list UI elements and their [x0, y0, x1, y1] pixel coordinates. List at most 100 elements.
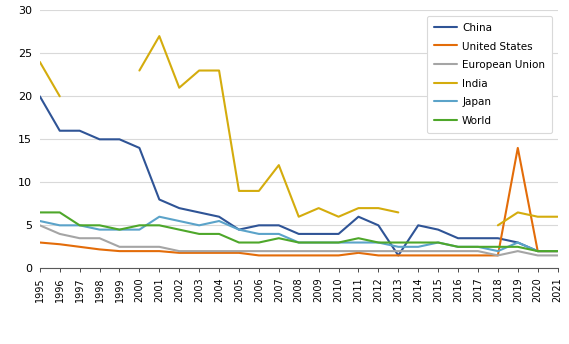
India — [375, 206, 382, 210]
Japan — [255, 232, 262, 236]
United States — [415, 253, 422, 257]
India — [315, 206, 322, 210]
China — [96, 137, 103, 141]
Line: European Union: European Union — [40, 225, 558, 255]
European Union — [355, 249, 362, 253]
European Union — [455, 249, 461, 253]
European Union — [335, 249, 342, 253]
Japan — [494, 249, 501, 253]
Japan — [375, 240, 382, 245]
China — [335, 232, 342, 236]
World — [216, 232, 222, 236]
India — [275, 163, 282, 167]
Japan — [116, 228, 123, 232]
European Union — [156, 245, 163, 249]
Japan — [216, 219, 222, 223]
Japan — [475, 245, 481, 249]
Japan — [335, 240, 342, 245]
United States — [236, 251, 242, 255]
United States — [494, 253, 501, 257]
European Union — [415, 249, 422, 253]
United States — [554, 249, 561, 253]
China — [455, 236, 461, 240]
Japan — [355, 240, 362, 245]
China — [435, 228, 442, 232]
China — [415, 223, 422, 227]
Japan — [395, 245, 402, 249]
India — [554, 215, 561, 219]
China — [494, 236, 501, 240]
China — [156, 197, 163, 202]
China — [375, 223, 382, 227]
United States — [76, 245, 83, 249]
India — [355, 206, 362, 210]
China — [395, 253, 402, 257]
China — [76, 129, 83, 133]
World — [176, 228, 183, 232]
World — [514, 245, 521, 249]
European Union — [236, 249, 242, 253]
European Union — [395, 249, 402, 253]
India — [435, 202, 442, 206]
India — [216, 68, 222, 73]
World — [554, 249, 561, 253]
World — [355, 236, 362, 240]
China — [56, 129, 63, 133]
World — [255, 240, 262, 245]
Japan — [136, 228, 143, 232]
European Union — [196, 249, 203, 253]
United States — [176, 251, 183, 255]
United States — [36, 240, 43, 245]
Japan — [435, 240, 442, 245]
India — [534, 215, 541, 219]
European Union — [514, 249, 521, 253]
United States — [275, 253, 282, 257]
World — [76, 223, 83, 227]
European Union — [554, 253, 561, 257]
European Union — [136, 245, 143, 249]
European Union — [36, 223, 43, 227]
Japan — [176, 219, 183, 223]
India — [56, 94, 63, 98]
World — [395, 240, 402, 245]
World — [415, 240, 422, 245]
Japan — [295, 240, 302, 245]
European Union — [176, 249, 183, 253]
China — [116, 137, 123, 141]
European Union — [255, 249, 262, 253]
India — [255, 189, 262, 193]
Japan — [156, 215, 163, 219]
China — [355, 215, 362, 219]
India — [156, 34, 163, 38]
World — [435, 240, 442, 245]
World — [295, 240, 302, 245]
United States — [375, 253, 382, 257]
United States — [216, 251, 222, 255]
United States — [475, 253, 481, 257]
European Union — [116, 245, 123, 249]
India — [335, 215, 342, 219]
World — [315, 240, 322, 245]
European Union — [56, 232, 63, 236]
World — [375, 240, 382, 245]
World — [275, 236, 282, 240]
European Union — [96, 236, 103, 240]
Japan — [315, 240, 322, 245]
United States — [335, 253, 342, 257]
India — [176, 86, 183, 90]
World — [494, 245, 501, 249]
India — [395, 211, 402, 215]
World — [534, 249, 541, 253]
European Union — [375, 249, 382, 253]
World — [56, 211, 63, 215]
Japan — [76, 223, 83, 227]
China — [236, 228, 242, 232]
Japan — [534, 249, 541, 253]
Japan — [236, 228, 242, 232]
Japan — [196, 223, 203, 227]
India — [36, 60, 43, 64]
Line: World: World — [40, 213, 558, 251]
Japan — [415, 245, 422, 249]
World — [136, 223, 143, 227]
India — [494, 223, 501, 227]
